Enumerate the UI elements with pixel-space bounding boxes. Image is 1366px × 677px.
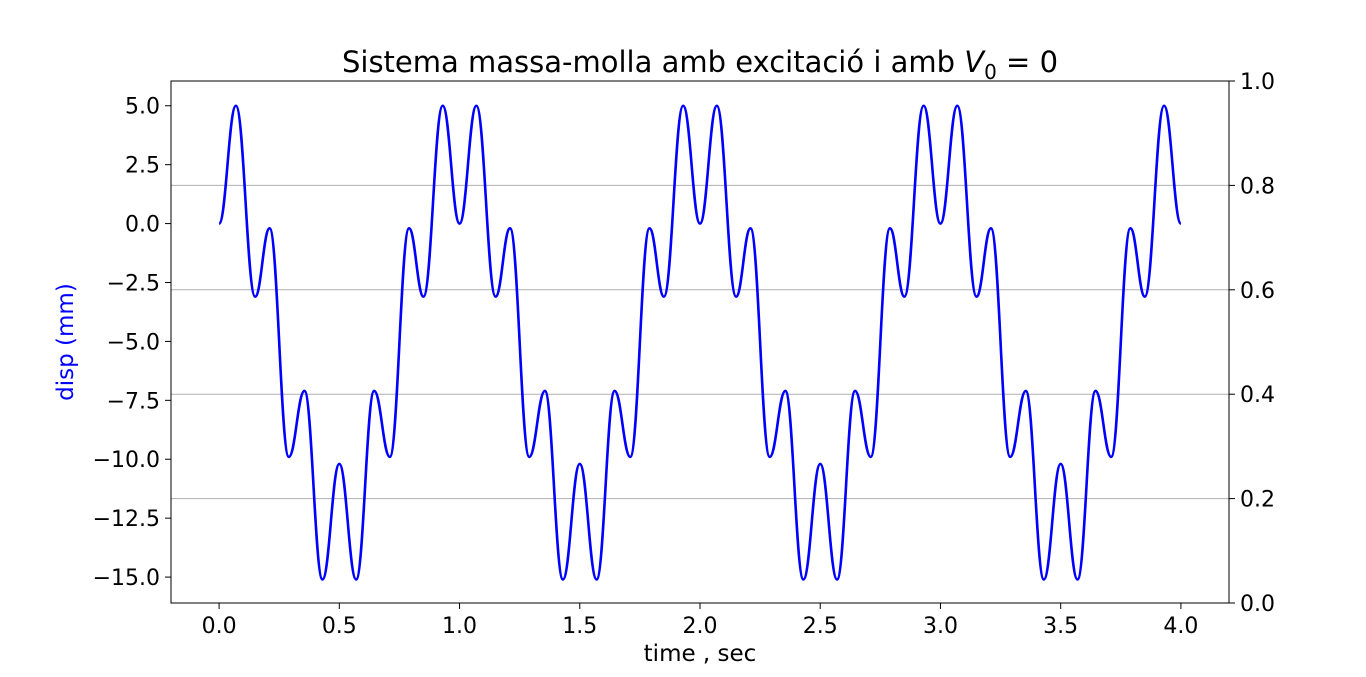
right-axis-gridlines [171,184,1229,500]
y2-tick-label: 0.8 [1240,174,1275,199]
x-tick-label: 0.5 [322,614,357,639]
x-tick-label: 1.5 [562,614,597,639]
x-tick-label: 2.0 [683,614,718,639]
displacement-series-line [217,104,1183,581]
y-axis-right: 0.0 0.2 0.4 0.6 0.8 1.0 [1229,70,1275,617]
y2-tick-label: 1.0 [1240,70,1275,95]
x-tick-label: 0.0 [202,614,237,639]
y-tick-label: −7.5 [107,389,160,414]
y-tick-label: −10.0 [93,448,160,473]
plot-area [217,104,1183,581]
y2-tick-label: 0.6 [1240,279,1275,304]
y-tick-label: −12.5 [93,507,160,532]
x-tick-label: 3.0 [923,614,958,639]
chart-title: Sistema massa-molla amb excitació i amb … [342,45,1058,84]
y-tick-label: 2.5 [125,154,160,179]
y-tick-label: −5.0 [107,330,160,355]
y-tick-label: −2.5 [107,271,160,296]
y2-tick-label: 0.2 [1240,488,1275,513]
y-tick-label: 5.0 [125,95,160,120]
y2-tick-label: 0.4 [1240,383,1275,408]
x-tick-label: 2.5 [803,614,838,639]
y-axis-left: 5.0 2.5 0.0 −2.5 −5.0 −7.5 −10.0 −12.5 −15.0 [93,95,171,591]
x-tick-label: 1.0 [442,614,477,639]
y-tick-label: 0.0 [125,213,160,238]
y-tick-label: −15.0 [93,566,160,591]
y2-tick-label: 0.0 [1240,592,1275,617]
x-axis: 0.0 0.5 1.0 1.5 2.0 2.5 3.0 3.5 4.0 [202,603,1198,639]
x-tick-label: 4.0 [1163,614,1198,639]
x-tick-label: 3.5 [1043,614,1078,639]
y-axis-label: disp (mm) [53,283,79,401]
x-axis-label: time , sec [644,641,757,667]
